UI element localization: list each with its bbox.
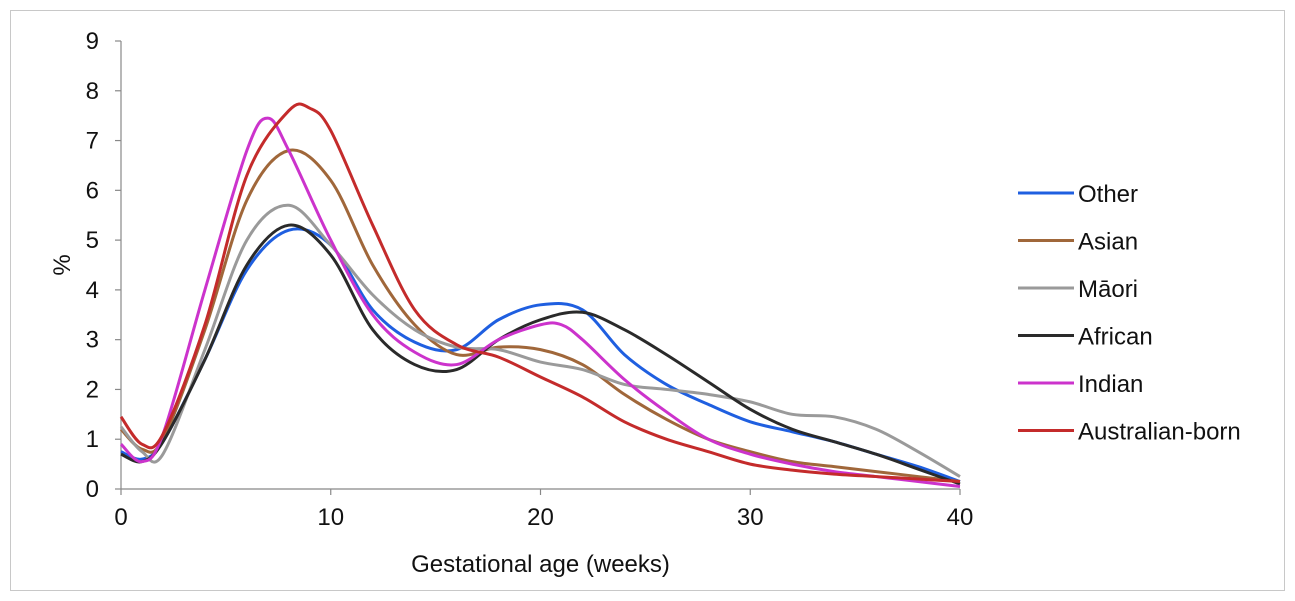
legend: Other Asian Māori African Indian Australian-b… xyxy=(1018,181,1241,446)
legend-label-asian: Asian xyxy=(1078,229,1138,256)
legend-label-m-ori: Māori xyxy=(1078,276,1138,303)
y-tick-label: 0 xyxy=(86,476,99,503)
legend-label-other: Other xyxy=(1078,181,1138,208)
y-tick-label: 9 xyxy=(86,28,99,55)
y-tick-label: 5 xyxy=(86,227,99,254)
y-tick-label: 1 xyxy=(86,426,99,453)
axes: 0 1 2 3 4 5 6 7 8 9 0 10 20 30 40 xyxy=(86,28,974,531)
x-tick-label: 10 xyxy=(317,504,344,531)
series-line-m-ori xyxy=(119,203,961,478)
legend-label-african: African xyxy=(1078,324,1153,351)
legend-label-australian-born: Australian-born xyxy=(1078,419,1241,446)
x-axis-title: Gestational age (weeks) xyxy=(411,551,670,578)
y-tick-label: 7 xyxy=(86,128,99,155)
y-tick-label: 8 xyxy=(86,78,99,105)
series-line-asian xyxy=(119,148,961,484)
x-tick-label: 30 xyxy=(737,504,764,531)
y-axis-title: % xyxy=(49,254,76,275)
series-line-african xyxy=(120,223,961,486)
x-tick-label: 40 xyxy=(947,504,974,531)
series-line-indian xyxy=(119,116,961,488)
x-tick-label: 0 xyxy=(114,504,127,531)
legend-label-indian: Indian xyxy=(1078,371,1143,398)
y-tick-label: 6 xyxy=(86,177,99,204)
y-tick-label: 3 xyxy=(86,327,99,354)
series-line-australian-born xyxy=(119,102,961,484)
y-tick-label: 2 xyxy=(86,376,99,403)
x-tick-label: 20 xyxy=(527,504,554,531)
series-layer xyxy=(119,102,961,488)
y-tick-label: 4 xyxy=(86,277,99,304)
